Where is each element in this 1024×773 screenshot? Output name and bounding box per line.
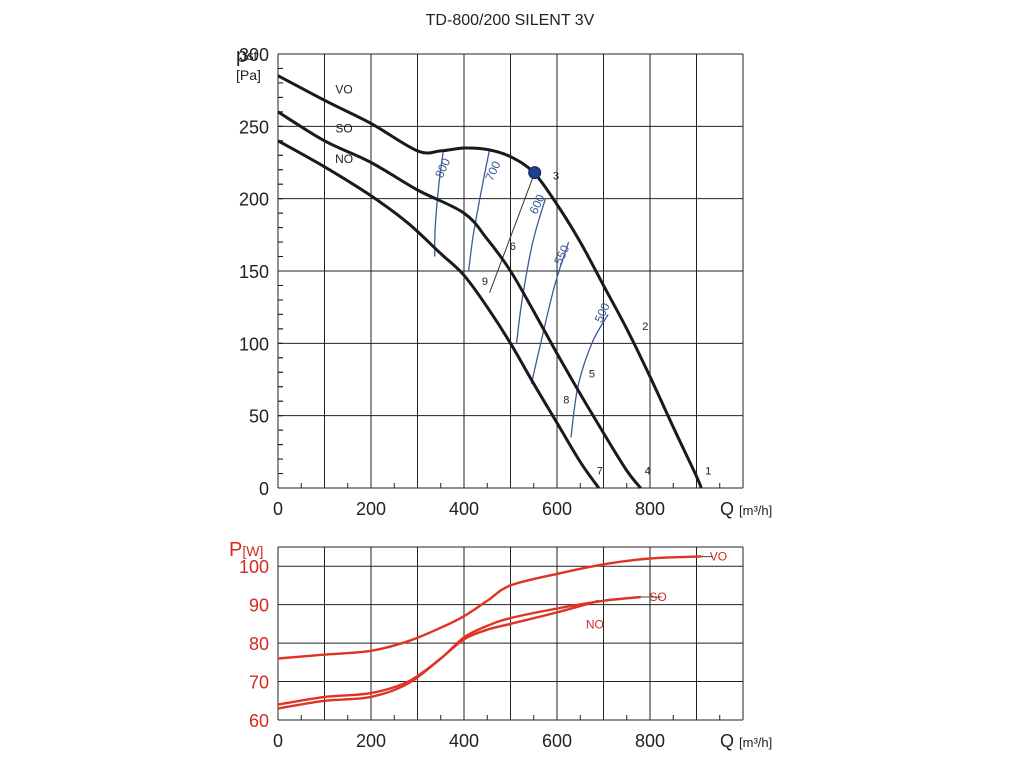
x-tick-label: 200 — [356, 731, 386, 751]
series-label-VO: VO — [335, 82, 352, 96]
x-axis-symbol: Q — [720, 731, 739, 751]
y-tick-label: 100 — [239, 334, 269, 354]
y-tick-label: 50 — [249, 407, 269, 427]
point-label-6: 6 — [510, 241, 516, 253]
x-tick-label: 800 — [635, 499, 665, 519]
rpm-curve-600 — [515, 198, 547, 344]
point-label-2: 2 — [642, 321, 648, 333]
x-axis-title: Q [m³/h] — [720, 499, 772, 519]
curve-SO — [277, 595, 641, 706]
curve-VO — [277, 74, 703, 489]
x-tick-label: 400 — [449, 731, 479, 751]
x-tick-label: 0 — [273, 499, 283, 519]
x-tick-label: 400 — [449, 499, 479, 519]
pressure-chart: 0 200 400 600 800050100150200250300pst[Pa]Q … — [236, 45, 772, 519]
y-axis-symbol: P — [229, 539, 242, 561]
series-label-VO: VO — [710, 550, 727, 564]
rpm-label-500: 500 — [592, 300, 613, 324]
curve-NO — [277, 139, 601, 489]
point-label-8: 8 — [563, 395, 569, 407]
system-line — [489, 172, 536, 293]
y-tick-label: 90 — [249, 596, 269, 616]
y-axis-unit: [Pa] — [236, 67, 261, 83]
rpm-curve-800 — [434, 152, 444, 257]
y-tick-label: 80 — [249, 634, 269, 654]
y-tick-label: 300 — [239, 45, 269, 65]
x-axis-title: Q [m³/h] — [720, 731, 772, 751]
y-axis-symbol: p — [236, 45, 247, 67]
y-axis-title: P[W] — [229, 539, 263, 561]
x-axis-symbol: Q — [720, 499, 739, 519]
y-tick-label: 70 — [249, 673, 269, 693]
y-tick-label: 250 — [239, 117, 269, 137]
rpm-label-600: 600 — [527, 192, 548, 216]
curve-SO — [277, 110, 642, 489]
x-axis-unit: [m³/h] — [739, 503, 772, 518]
point-label-5: 5 — [589, 369, 595, 381]
y-tick-label: 100 — [239, 557, 269, 577]
x-tick-label: 200 — [356, 499, 386, 519]
y-axis-title: pst — [236, 45, 258, 67]
rpm-label-550: 550 — [551, 243, 572, 267]
series-label-NO: NO — [335, 152, 353, 166]
rpm-curve-500 — [570, 314, 609, 438]
curve-NO — [277, 599, 600, 710]
y-tick-label: 200 — [239, 190, 269, 210]
y-axis-subscript: st — [247, 48, 258, 63]
point-label-1: 1 — [705, 465, 711, 477]
y-tick-label: 60 — [249, 711, 269, 731]
series-label-SO: SO — [335, 121, 352, 135]
rpm-curve-550 — [530, 241, 570, 384]
point-label-4: 4 — [645, 465, 651, 477]
x-tick-label: 800 — [635, 731, 665, 751]
point-label-7: 7 — [597, 465, 603, 477]
y-tick-label: 0 — [259, 479, 269, 499]
operating-point — [528, 166, 542, 180]
chart-title: TD-800/200 SILENT 3V — [426, 12, 595, 29]
rpm-label-700: 700 — [482, 159, 503, 183]
rpm-curve-700 — [467, 149, 491, 272]
y-axis-unit: [W] — [242, 543, 263, 559]
x-tick-label: 600 — [542, 731, 572, 751]
series-label-NO: NO — [586, 618, 604, 632]
curve-VO — [277, 555, 703, 660]
x-tick-label: 600 — [542, 499, 572, 519]
y-tick-label: 150 — [239, 262, 269, 282]
point-label-9: 9 — [482, 276, 488, 288]
rpm-label-800: 800 — [432, 156, 453, 180]
x-tick-label: 0 — [273, 731, 283, 751]
point-label-3: 3 — [553, 170, 559, 182]
x-axis-unit: [m³/h] — [739, 735, 772, 750]
